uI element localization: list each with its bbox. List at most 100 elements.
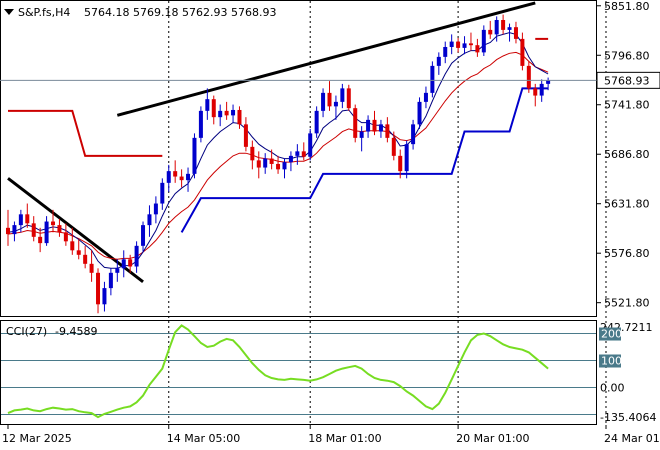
candle: [423, 86, 428, 109]
cci-levels: [1, 333, 596, 415]
candle-body: [385, 124, 390, 138]
candle: [128, 254, 133, 273]
candle: [160, 178, 165, 210]
candle-body: [31, 223, 36, 237]
candle-body: [179, 176, 184, 181]
candle: [436, 52, 441, 75]
candle: [231, 104, 236, 123]
price-axis: 5851.80 5796.80 5741.80 5686.80 5631.80 5576.…: [597, 0, 650, 310]
candle-body: [115, 268, 120, 273]
candle-body: [44, 221, 49, 244]
candle-body: [353, 108, 358, 138]
candle: [70, 227, 75, 255]
candle-body: [449, 41, 454, 47]
candle-body: [38, 236, 43, 244]
candle-body: [417, 101, 422, 125]
candle-body: [488, 29, 493, 35]
candle: [417, 97, 422, 129]
candle-body: [108, 272, 113, 289]
candle-body: [70, 241, 75, 251]
candle: [456, 37, 461, 53]
candle-body: [141, 225, 146, 246]
candle: [6, 209, 10, 246]
candle-body: [391, 137, 396, 156]
candle: [308, 128, 313, 161]
candle: [513, 21, 518, 44]
time-tick-label: 14 Mar 05:00: [167, 432, 240, 445]
candle-body: [18, 214, 23, 226]
candle-body: [378, 124, 383, 132]
time-tick-label: 20 Mar 01:00: [456, 432, 529, 445]
candle: [25, 203, 30, 228]
candle: [378, 119, 383, 138]
candle-body: [333, 101, 338, 107]
candle-body: [198, 110, 203, 138]
candle-body: [25, 214, 30, 224]
candle-body: [76, 250, 81, 255]
atr-trailing-stops: [8, 37, 549, 233]
candle-body: [539, 83, 544, 96]
candle-body: [456, 41, 461, 48]
candle-body: [121, 259, 126, 269]
candle: [38, 227, 43, 253]
candle-body: [12, 225, 17, 235]
candle-body: [250, 146, 255, 161]
candle: [481, 25, 486, 56]
candle-body: [218, 110, 223, 118]
candle-body: [436, 56, 441, 66]
price-tick-label: 5741.80: [604, 99, 650, 112]
chart-header: S&P.fs,H4 5764.18 5769.18 5762.93 5768.9…: [4, 6, 276, 19]
candle: [115, 259, 120, 282]
candle-body: [443, 46, 448, 57]
candle-body: [475, 45, 480, 53]
cci-series-line: [7, 324, 549, 419]
candle: [443, 41, 448, 64]
candle: [391, 131, 396, 161]
candle-body: [423, 92, 428, 102]
candle: [83, 245, 88, 269]
candle-body: [51, 221, 56, 226]
candle-body: [147, 214, 152, 226]
candle: [398, 149, 403, 179]
candle: [218, 104, 223, 127]
price-tick-label: 5521.80: [604, 297, 650, 310]
candle-body: [288, 155, 293, 163]
candle: [533, 83, 538, 107]
candle: [31, 216, 36, 242]
trend-lines: [7, 1, 536, 284]
candle-body: [276, 163, 281, 170]
candle: [314, 106, 319, 138]
collapse-triangle-icon[interactable]: [4, 9, 14, 15]
candle-body: [173, 171, 178, 177]
candle: [166, 164, 171, 192]
symbol-label: S&P.fs,H4: [18, 6, 70, 19]
time-tick-label: 12 Mar 2025: [2, 432, 72, 445]
candle-body: [166, 171, 171, 183]
candle: [205, 88, 210, 120]
candle: [501, 14, 506, 35]
candle-body: [63, 232, 68, 242]
candle-body: [89, 263, 94, 273]
candle: [321, 88, 326, 118]
candle: [243, 117, 248, 152]
candle: [250, 140, 255, 170]
candle-body: [404, 144, 409, 172]
candle-body: [366, 119, 371, 132]
candle-body: [243, 124, 248, 147]
candle-body: [6, 227, 10, 235]
trend-line: [116, 1, 536, 117]
candle-body: [160, 182, 165, 204]
candle: [507, 23, 512, 42]
candle-body: [269, 158, 274, 164]
candle-body: [481, 29, 486, 53]
cci-tick-label: -135.4064: [600, 411, 656, 424]
candle-body: [301, 151, 306, 157]
candle: [153, 196, 158, 224]
candle: [224, 101, 229, 120]
candle: [186, 167, 191, 192]
candle-body: [494, 19, 499, 35]
candle: [295, 144, 300, 165]
candle-body: [327, 92, 332, 107]
candle: [288, 151, 293, 172]
candle-body: [57, 225, 62, 233]
